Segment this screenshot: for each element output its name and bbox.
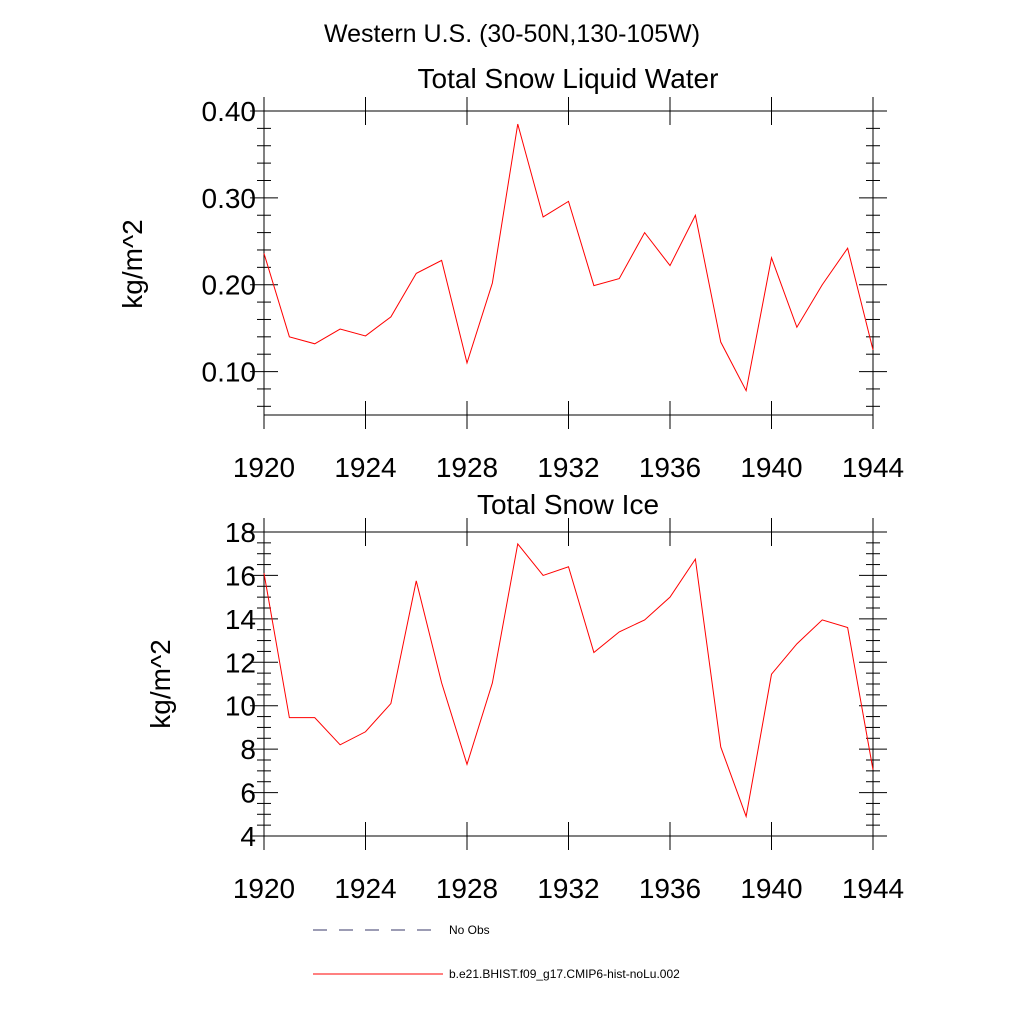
snow-liquid-water-xtick-label: 1924: [334, 452, 396, 483]
snow-ice-xtick-label: 1936: [639, 873, 701, 904]
snow-liquid-water-ytick-label: 0.30: [202, 183, 257, 214]
snow-ice-xtick-label: 1944: [842, 873, 904, 904]
snow-ice-ytick-label: 14: [225, 604, 256, 635]
snow-ice-xtick-label: 1940: [740, 873, 802, 904]
snow-ice-panel: Total Snow Ice kg/m^2 1920 1924 1928 1932 19…: [145, 489, 904, 904]
snow-ice-ytick-label: 16: [225, 560, 256, 591]
snow-ice-xtick-label: 1932: [537, 873, 599, 904]
snow-liquid-water-series-line: [263, 123, 874, 393]
figure-suptitle: Western U.S. (30-50N,130-105W): [324, 20, 700, 48]
snow-liquid-water-panel: Total Snow Liquid Water kg/m^2 1920 1924 1…: [117, 63, 904, 483]
snow-liquid-water-xtick-label: 1936: [639, 452, 701, 483]
snow-ice-series-line: [263, 542, 874, 819]
snow-liquid-water-plot-frame: [263, 110, 874, 416]
snow-liquid-water-xtick-label: 1928: [436, 452, 498, 483]
snow-ice-xtick-label: 1924: [334, 873, 396, 904]
snow-liquid-water-ytick-label: 0.40: [202, 96, 257, 127]
snow-ice-ytick-label: 12: [225, 647, 256, 678]
snow-ice-xtick-label: 1928: [436, 873, 498, 904]
snow-ice-ytick-label: 10: [225, 691, 256, 722]
snow-liquid-water-xtick-label: 1932: [537, 452, 599, 483]
snow-ice-plot-frame: [263, 531, 874, 837]
snow-liquid-water-xtick-label: 1940: [740, 452, 802, 483]
snow-ice-ytick-label: 18: [225, 517, 256, 548]
legend: No Obs b.e21.BHIST.f09_g17.CMIP6-hist-no…: [313, 923, 680, 981]
snow-liquid-water-xtick-label: 1920: [233, 452, 295, 483]
snow-ice-ytick-label: 8: [240, 734, 256, 765]
legend-model-label: b.e21.BHIST.f09_g17.CMIP6-hist-noLu.002: [449, 967, 680, 981]
snow-liquid-water-xtick-label: 1944: [842, 452, 904, 483]
snow-ice-ytick-label: 6: [240, 778, 256, 809]
snow-liquid-water-ylabel: kg/m^2: [117, 219, 148, 308]
snow-ice-ylabel: kg/m^2: [145, 639, 176, 728]
snow-liquid-water-ytick-label: 0.10: [202, 357, 257, 388]
snow-ice-ytick-label: 4: [240, 821, 256, 852]
snow-ice-xtick-label: 1920: [233, 873, 295, 904]
legend-no-obs-label: No Obs: [449, 923, 490, 937]
snow-liquid-water-title: Total Snow Liquid Water: [418, 63, 719, 94]
snow-liquid-water-ytick-label: 0.20: [202, 270, 257, 301]
snow-ice-title: Total Snow Ice: [477, 489, 659, 520]
